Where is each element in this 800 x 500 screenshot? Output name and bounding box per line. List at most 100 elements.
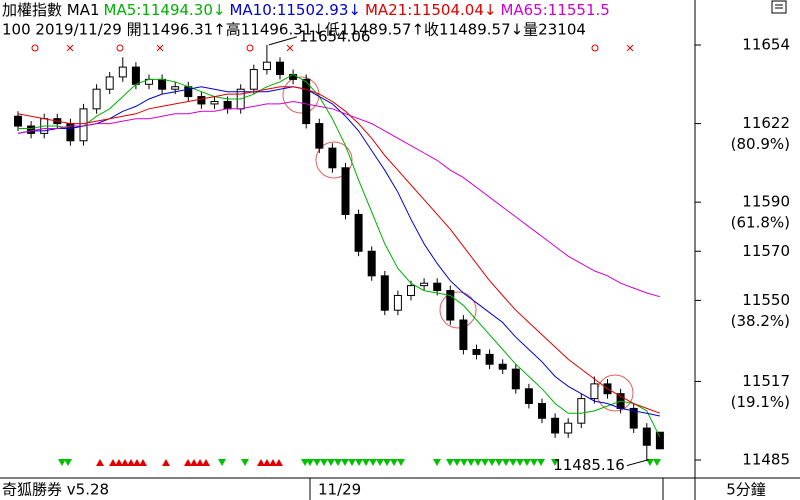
signal-triangle bbox=[313, 459, 321, 466]
signal-triangle bbox=[196, 459, 204, 466]
candle-body bbox=[577, 398, 586, 424]
signal-triangle bbox=[453, 459, 461, 466]
annotation: 11485.16 bbox=[553, 456, 625, 474]
signal-triangle bbox=[509, 459, 517, 466]
signal-triangle bbox=[446, 459, 454, 466]
x-label: 11/29 bbox=[318, 481, 361, 499]
signal-triangle bbox=[460, 459, 468, 466]
fib-label: (38.2%) bbox=[731, 312, 790, 330]
candle-body bbox=[79, 108, 88, 142]
signal-triangle bbox=[162, 459, 170, 466]
signal-triangle bbox=[488, 459, 496, 466]
fib-label: (61.8%) bbox=[731, 214, 790, 232]
header-line2: 100 2019/11/29 開11496.31↑高11496.31↓低1148… bbox=[2, 21, 586, 39]
signal-triangle bbox=[362, 459, 370, 466]
highlight-ring bbox=[439, 291, 477, 329]
candle-body bbox=[158, 78, 167, 90]
candle-body bbox=[105, 76, 114, 90]
signal-triangle bbox=[58, 459, 66, 466]
candle-body bbox=[472, 348, 481, 355]
candle-body bbox=[315, 123, 324, 149]
candle-body bbox=[446, 290, 455, 321]
signal-cross bbox=[286, 44, 294, 52]
signal-triangle bbox=[495, 459, 503, 466]
candle-body bbox=[629, 407, 638, 429]
signal-triangle bbox=[383, 459, 391, 466]
signal-circle bbox=[31, 44, 39, 52]
ma-line bbox=[17, 86, 661, 414]
y-tick-label: 11590 bbox=[742, 193, 790, 211]
signal-triangle bbox=[275, 459, 283, 466]
candle-body bbox=[341, 167, 350, 215]
candle-body bbox=[249, 69, 258, 90]
candle-body bbox=[131, 66, 140, 85]
signal-triangle bbox=[202, 459, 210, 466]
signal-triangle bbox=[551, 459, 559, 466]
annotation: 11654.06 bbox=[299, 27, 371, 45]
highlight-ring bbox=[282, 76, 320, 114]
signal-triangle bbox=[341, 459, 349, 466]
signal-triangle bbox=[257, 459, 265, 466]
signal-cross bbox=[626, 44, 634, 52]
header: 加權指數 MA1 MA5:11494.30↓ MA10:11502.93↓ MA21:… bbox=[2, 1, 610, 39]
signal-triangle bbox=[355, 459, 363, 466]
signal-triangle bbox=[390, 459, 398, 466]
candle-body bbox=[459, 319, 468, 350]
signal-triangle bbox=[115, 459, 123, 466]
signal-triangle bbox=[376, 459, 384, 466]
candle-body bbox=[655, 431, 664, 450]
window-icon[interactable] bbox=[771, 0, 787, 14]
candle-body bbox=[551, 417, 560, 434]
annotation-leader bbox=[626, 459, 649, 467]
signal-triangle bbox=[397, 459, 405, 466]
signal-triangle bbox=[218, 459, 226, 466]
candle-body bbox=[498, 363, 507, 370]
signal-triangle bbox=[263, 459, 271, 466]
candle-body bbox=[328, 147, 337, 169]
ma-line bbox=[17, 86, 661, 417]
signal-circle bbox=[591, 44, 599, 52]
signal-triangle bbox=[184, 459, 192, 466]
candle-body bbox=[92, 88, 101, 110]
candle-body bbox=[564, 422, 573, 434]
candle-body bbox=[276, 61, 284, 75]
candle-body bbox=[302, 78, 311, 125]
signal-triangle bbox=[96, 459, 104, 466]
signal-triangle bbox=[481, 459, 489, 466]
signal-triangle bbox=[64, 459, 72, 466]
y-tick-label: 11485 bbox=[742, 451, 790, 469]
signal-triangle bbox=[502, 459, 510, 466]
y-tick-label: 11550 bbox=[742, 291, 790, 309]
signal-triangle bbox=[121, 459, 129, 466]
signal-triangle bbox=[516, 459, 524, 466]
candle-body bbox=[524, 388, 533, 405]
y-tick-label: 11654 bbox=[742, 36, 790, 54]
ma-line bbox=[17, 100, 661, 298]
signal-triangle bbox=[190, 459, 198, 466]
candle-body bbox=[642, 427, 651, 446]
candle-body bbox=[590, 383, 599, 400]
candle-body bbox=[184, 86, 193, 98]
signal-circle bbox=[246, 44, 254, 52]
candle-body bbox=[407, 285, 415, 296]
candle-body bbox=[210, 100, 219, 105]
y-tick-label: 11570 bbox=[742, 242, 790, 260]
candle-body bbox=[538, 403, 546, 419]
signal-triangle bbox=[327, 459, 335, 466]
candle-body bbox=[289, 73, 298, 80]
signal-triangle bbox=[523, 459, 531, 466]
signal-triangle bbox=[109, 459, 117, 466]
signal-triangle bbox=[433, 459, 441, 466]
candle-body bbox=[118, 66, 127, 78]
signal-triangle bbox=[306, 459, 314, 466]
signal-triangle bbox=[646, 459, 654, 466]
header-item: MA65:11551.5 bbox=[500, 1, 609, 19]
signal-triangle bbox=[269, 459, 277, 466]
y-tick-label: 11517 bbox=[742, 372, 790, 390]
fib-label: (19.1%) bbox=[731, 393, 790, 411]
candle-body bbox=[433, 282, 442, 292]
footer-left: 奇狐勝券 v5.28 bbox=[2, 481, 109, 499]
signal-circle bbox=[116, 44, 124, 52]
signal-triangle bbox=[474, 459, 482, 466]
